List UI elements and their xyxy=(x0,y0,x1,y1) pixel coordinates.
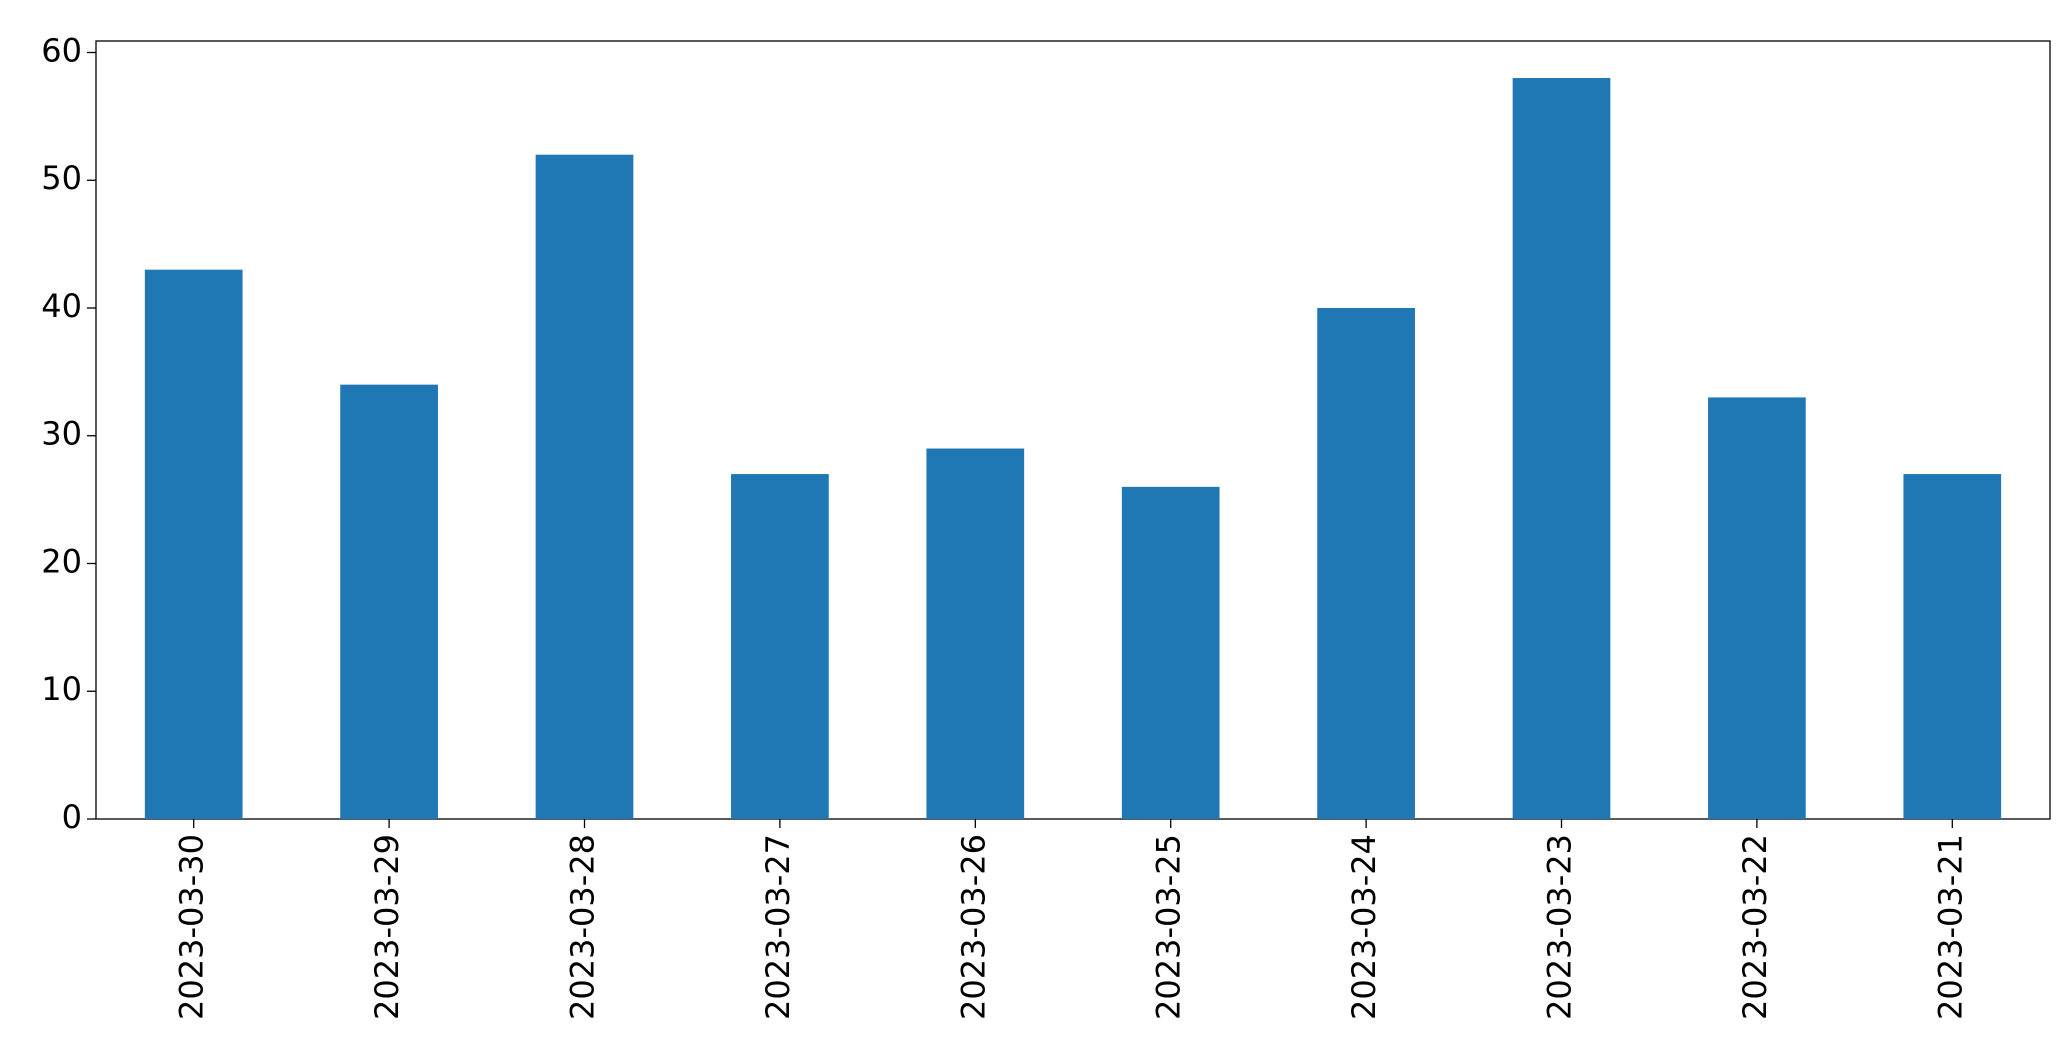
y-tick-label: 0 xyxy=(62,798,82,836)
y-tick-label: 10 xyxy=(41,670,82,708)
y-tick-label: 30 xyxy=(41,415,82,453)
bar xyxy=(1903,474,2002,819)
bar xyxy=(731,474,829,819)
bar xyxy=(535,154,634,819)
bar xyxy=(1121,486,1220,819)
x-tick-label: 2023-03-24 xyxy=(1345,834,1383,1020)
bar xyxy=(1317,307,1415,819)
x-tick-label: 2023-03-30 xyxy=(173,834,211,1020)
x-tick-label: 2023-03-29 xyxy=(368,834,406,1020)
x-tick-label: 2023-03-22 xyxy=(1736,834,1774,1020)
y-tick-label: 20 xyxy=(41,542,82,580)
bar xyxy=(926,448,1025,819)
x-tick-label: 2023-03-25 xyxy=(1150,834,1188,1020)
x-tick-label: 2023-03-21 xyxy=(1931,834,1969,1020)
y-tick-label: 50 xyxy=(41,159,82,197)
bar xyxy=(1512,78,1611,820)
x-tick-label: 2023-03-27 xyxy=(759,834,797,1020)
plot-frame xyxy=(95,40,2051,820)
bar xyxy=(144,269,243,820)
bar xyxy=(1708,397,1806,819)
y-tick-label: 60 xyxy=(41,31,82,69)
y-tick-label: 40 xyxy=(41,287,82,325)
x-tick-label: 2023-03-26 xyxy=(954,834,992,1020)
bar xyxy=(340,384,438,819)
x-tick-label: 2023-03-23 xyxy=(1541,834,1579,1020)
x-tick-label: 2023-03-28 xyxy=(564,834,602,1020)
